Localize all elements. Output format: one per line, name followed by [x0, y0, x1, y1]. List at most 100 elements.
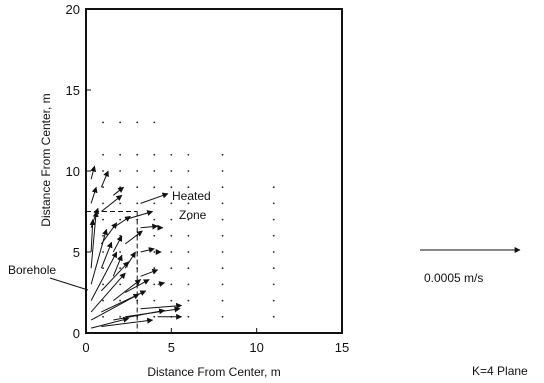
grid-dot [170, 251, 173, 253]
grid-dot [221, 251, 224, 253]
grid-dot [221, 234, 224, 237]
velocity-vector [100, 170, 109, 188]
grid-dot [221, 170, 224, 172]
grid-dot [102, 299, 104, 302]
grid-dot [153, 186, 156, 189]
velocity-vector [90, 272, 126, 313]
grid-dot [119, 251, 122, 253]
grid-dot [153, 218, 156, 221]
grid-dot [170, 267, 173, 270]
grid-dot [119, 267, 122, 270]
grid-dot [221, 202, 224, 205]
grid-dot [102, 267, 104, 270]
borehole-pointer [49, 277, 89, 291]
velocity-vector [125, 306, 181, 318]
grid-dot [187, 283, 190, 286]
grid-dot [102, 121, 104, 124]
grid-dot [119, 315, 122, 318]
x-tick-label: 5 [168, 340, 175, 355]
scale-vector-label: 0.0005 m/s [424, 271, 483, 285]
grid-dots [102, 121, 275, 318]
grid-dot [102, 218, 104, 221]
grid-dot [153, 315, 156, 318]
velocity-vector [112, 254, 123, 277]
grid-dot [153, 283, 156, 286]
grid-dot [187, 299, 190, 302]
grid-dot [102, 186, 104, 189]
grid-dot [119, 218, 122, 221]
grid-dot [119, 121, 122, 124]
grid-dot [187, 170, 190, 172]
grid-dot [119, 153, 122, 156]
y-tick-label: 20 [66, 2, 80, 17]
y-tick-label: 15 [66, 83, 80, 98]
grid-dot [170, 202, 173, 205]
velocity-vector [140, 268, 159, 277]
velocity-vector [100, 241, 113, 269]
grid-dot [272, 218, 275, 221]
y-axis-label: Distance From Center, m [39, 93, 53, 226]
grid-dot [170, 234, 173, 237]
grid-dot [102, 234, 104, 237]
velocity-vector [157, 281, 166, 287]
velocity-vector [90, 228, 108, 285]
grid-dot [272, 186, 275, 189]
grid-dot [170, 283, 173, 286]
grid-dot [221, 153, 224, 156]
velocity-vector [124, 251, 136, 269]
grid-dot [272, 267, 275, 270]
grid-dot [170, 299, 173, 302]
velocity-vector [101, 194, 123, 212]
grid-dot [272, 251, 275, 253]
grid-dot [136, 202, 139, 205]
heated-zone-label-line2: Zone [179, 208, 207, 222]
grid-dot [119, 283, 122, 286]
grid-dot [221, 267, 224, 270]
velocity-vector [140, 192, 169, 204]
velocity-vector [113, 279, 142, 301]
grid-dot [221, 218, 224, 221]
grid-dot [102, 251, 104, 253]
y-tick-label: 0 [73, 326, 80, 341]
grid-dot [153, 121, 156, 124]
grid-dot [119, 170, 122, 172]
grid-dot [221, 186, 224, 189]
grid-dot [187, 186, 190, 189]
velocity-vector [112, 186, 125, 196]
grid-dot [187, 315, 190, 318]
grid-dot [272, 234, 275, 237]
velocity-vector [100, 222, 118, 245]
grid-dot [153, 202, 156, 205]
grid-dot [119, 186, 122, 189]
grid-dot [272, 283, 275, 286]
grid-dot [102, 170, 104, 172]
x-tick-label: 0 [82, 340, 89, 355]
velocity-vector [90, 165, 97, 180]
grid-dot [272, 202, 275, 205]
grid-dot [272, 299, 275, 302]
plane-label: K=4 Plane [472, 364, 528, 378]
y-tick-label: 10 [66, 164, 80, 179]
grid-dot [170, 218, 173, 221]
grid-dot [153, 234, 156, 237]
plot-frame [85, 8, 343, 334]
velocity-vector [101, 290, 147, 313]
grid-dot [187, 251, 190, 253]
grid-dot [187, 234, 190, 237]
heated-zone-label-line1: Heated [172, 189, 211, 203]
velocity-vector [125, 210, 154, 221]
grid-dot [170, 153, 173, 156]
velocity-vector [90, 207, 99, 228]
velocity-vector [90, 316, 130, 329]
grid-dot [136, 170, 139, 172]
grid-dot [119, 202, 122, 205]
borehole-label: Borehole [8, 263, 56, 277]
grid-dot [102, 283, 104, 286]
velocity-vector [100, 261, 130, 292]
x-axis-label: Distance From Center, m [147, 365, 280, 379]
axis-ticks: 0 5 10 15 0 5 10 15 20 [66, 2, 350, 355]
grid-dot [187, 267, 190, 270]
grid-dot [221, 283, 224, 286]
grid-dot [221, 299, 224, 302]
